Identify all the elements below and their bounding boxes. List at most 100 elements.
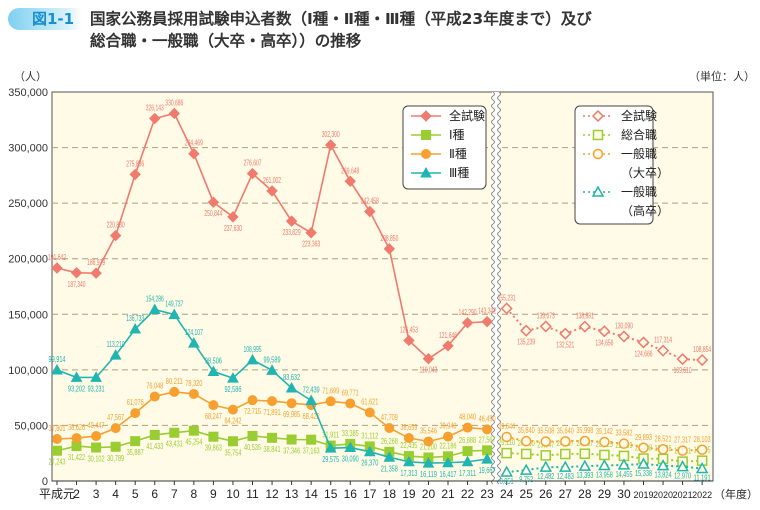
data-point xyxy=(501,447,512,459)
data-label: 121,646 xyxy=(439,331,457,340)
data-label: 41,433 xyxy=(146,442,163,451)
data-label: 27,243 xyxy=(49,458,66,467)
data-point xyxy=(110,423,121,434)
data-label: 186,979 xyxy=(87,258,105,267)
data-point xyxy=(266,185,278,197)
x-tick-label: 8 xyxy=(191,487,198,501)
data-label: 37,163 xyxy=(303,447,320,456)
data-point xyxy=(578,459,592,471)
data-label: 136,733 xyxy=(126,314,144,323)
data-point xyxy=(109,349,122,360)
data-point xyxy=(442,456,454,468)
legend-entry: Ⅲ種 xyxy=(449,166,469,180)
data-label: 38,626 xyxy=(68,423,85,432)
data-point xyxy=(383,243,396,255)
data-label: 72,439 xyxy=(303,385,320,394)
data-label: 61,076 xyxy=(127,398,144,407)
data-point xyxy=(677,445,688,456)
x-tick-label: 13 xyxy=(285,487,299,501)
data-point xyxy=(130,436,141,447)
data-point xyxy=(461,455,474,467)
x-tick-label: 28 xyxy=(578,487,592,501)
data-point xyxy=(169,427,180,438)
data-point xyxy=(482,424,493,435)
data-label: 9,752 xyxy=(519,475,533,484)
figure-title: 国家公務員採用試験申込者数（Ⅰ種・Ⅱ種・Ⅲ種（平成23年度まで）及び 総合職・一… xyxy=(90,8,730,52)
data-point xyxy=(560,448,571,460)
data-label: 113,210 xyxy=(107,340,125,349)
axis-break-line-right xyxy=(497,91,501,485)
data-label: 242,458 xyxy=(361,197,379,206)
data-label: 69,771 xyxy=(342,388,359,397)
x-tick-label: 2022 xyxy=(692,490,712,500)
data-label: 187,340 xyxy=(68,280,86,289)
data-point xyxy=(227,211,239,223)
data-label: 35,840 xyxy=(518,426,535,435)
data-point xyxy=(285,215,298,227)
data-label: 26,888 xyxy=(459,436,476,445)
data-label: 124,107 xyxy=(185,328,203,337)
data-point xyxy=(403,455,415,467)
x-tick-label: 2021 xyxy=(673,490,693,500)
x-tick-label: 19 xyxy=(402,487,416,501)
data-label: 39,644 xyxy=(498,422,515,431)
data-label: 22,435 xyxy=(400,441,417,450)
y-tick-label: 250,000 xyxy=(8,198,48,210)
data-label: 37,801 xyxy=(49,424,66,433)
data-label: 276,607 xyxy=(244,159,262,168)
legend-marker xyxy=(421,130,431,140)
axis-break-line-left xyxy=(491,91,495,485)
legend-entry: （高卒） xyxy=(621,203,669,218)
data-label: 17,313 xyxy=(400,469,417,478)
data-label: 35,754 xyxy=(224,448,241,457)
legend-marker xyxy=(420,110,432,122)
data-point xyxy=(227,404,238,415)
data-point xyxy=(637,336,650,349)
data-point xyxy=(345,398,356,409)
data-label: 237,630 xyxy=(224,224,242,233)
x-tick-label: 22 xyxy=(461,487,475,501)
data-point xyxy=(560,436,571,447)
data-point xyxy=(129,168,141,181)
data-label: 35,640 xyxy=(557,426,574,435)
data-label: 124,666 xyxy=(635,349,653,358)
data-point xyxy=(696,444,708,456)
y-tick-label: 50,000 xyxy=(14,420,48,432)
data-label: 155,231 xyxy=(498,293,516,302)
legend-marker xyxy=(592,148,604,160)
data-label: 72,715 xyxy=(244,407,261,416)
data-label: 12,970 xyxy=(674,472,691,481)
data-label: 61,621 xyxy=(361,398,378,407)
x-tick-label: 5 xyxy=(132,487,139,501)
data-label: 208,850 xyxy=(380,234,398,243)
data-label: 302,300 xyxy=(322,130,340,139)
data-point xyxy=(188,337,200,348)
data-point xyxy=(246,353,259,365)
x-tick-label: 24 xyxy=(500,487,514,501)
axis-break-gap xyxy=(492,92,500,481)
legend-marker xyxy=(591,109,605,123)
data-label: 99,914 xyxy=(49,355,66,364)
data-point xyxy=(188,148,200,160)
data-label: 191,642 xyxy=(48,253,66,262)
legend-entry: （大卒） xyxy=(621,166,669,180)
data-label: 21,200 xyxy=(420,442,437,451)
data-point xyxy=(657,444,669,455)
data-point xyxy=(52,433,62,444)
data-label: 30,090 xyxy=(342,455,359,464)
data-label: 93,202 xyxy=(68,384,85,393)
legend-marker xyxy=(420,166,432,178)
data-label: 28,103 xyxy=(694,435,711,444)
legend-marker xyxy=(592,129,604,141)
data-label: 46,450 xyxy=(479,414,496,423)
x-tick-label: 12 xyxy=(265,487,279,501)
data-label: 135,239 xyxy=(517,338,535,347)
data-label: 38,841 xyxy=(264,445,281,454)
data-point xyxy=(266,364,278,375)
data-label: 40,447 xyxy=(88,421,105,430)
x-tick-label: 29 xyxy=(598,487,612,501)
data-label: 68,422 xyxy=(303,412,320,421)
x-tick-label: 3 xyxy=(93,487,100,501)
data-label: 31,112 xyxy=(361,431,378,440)
